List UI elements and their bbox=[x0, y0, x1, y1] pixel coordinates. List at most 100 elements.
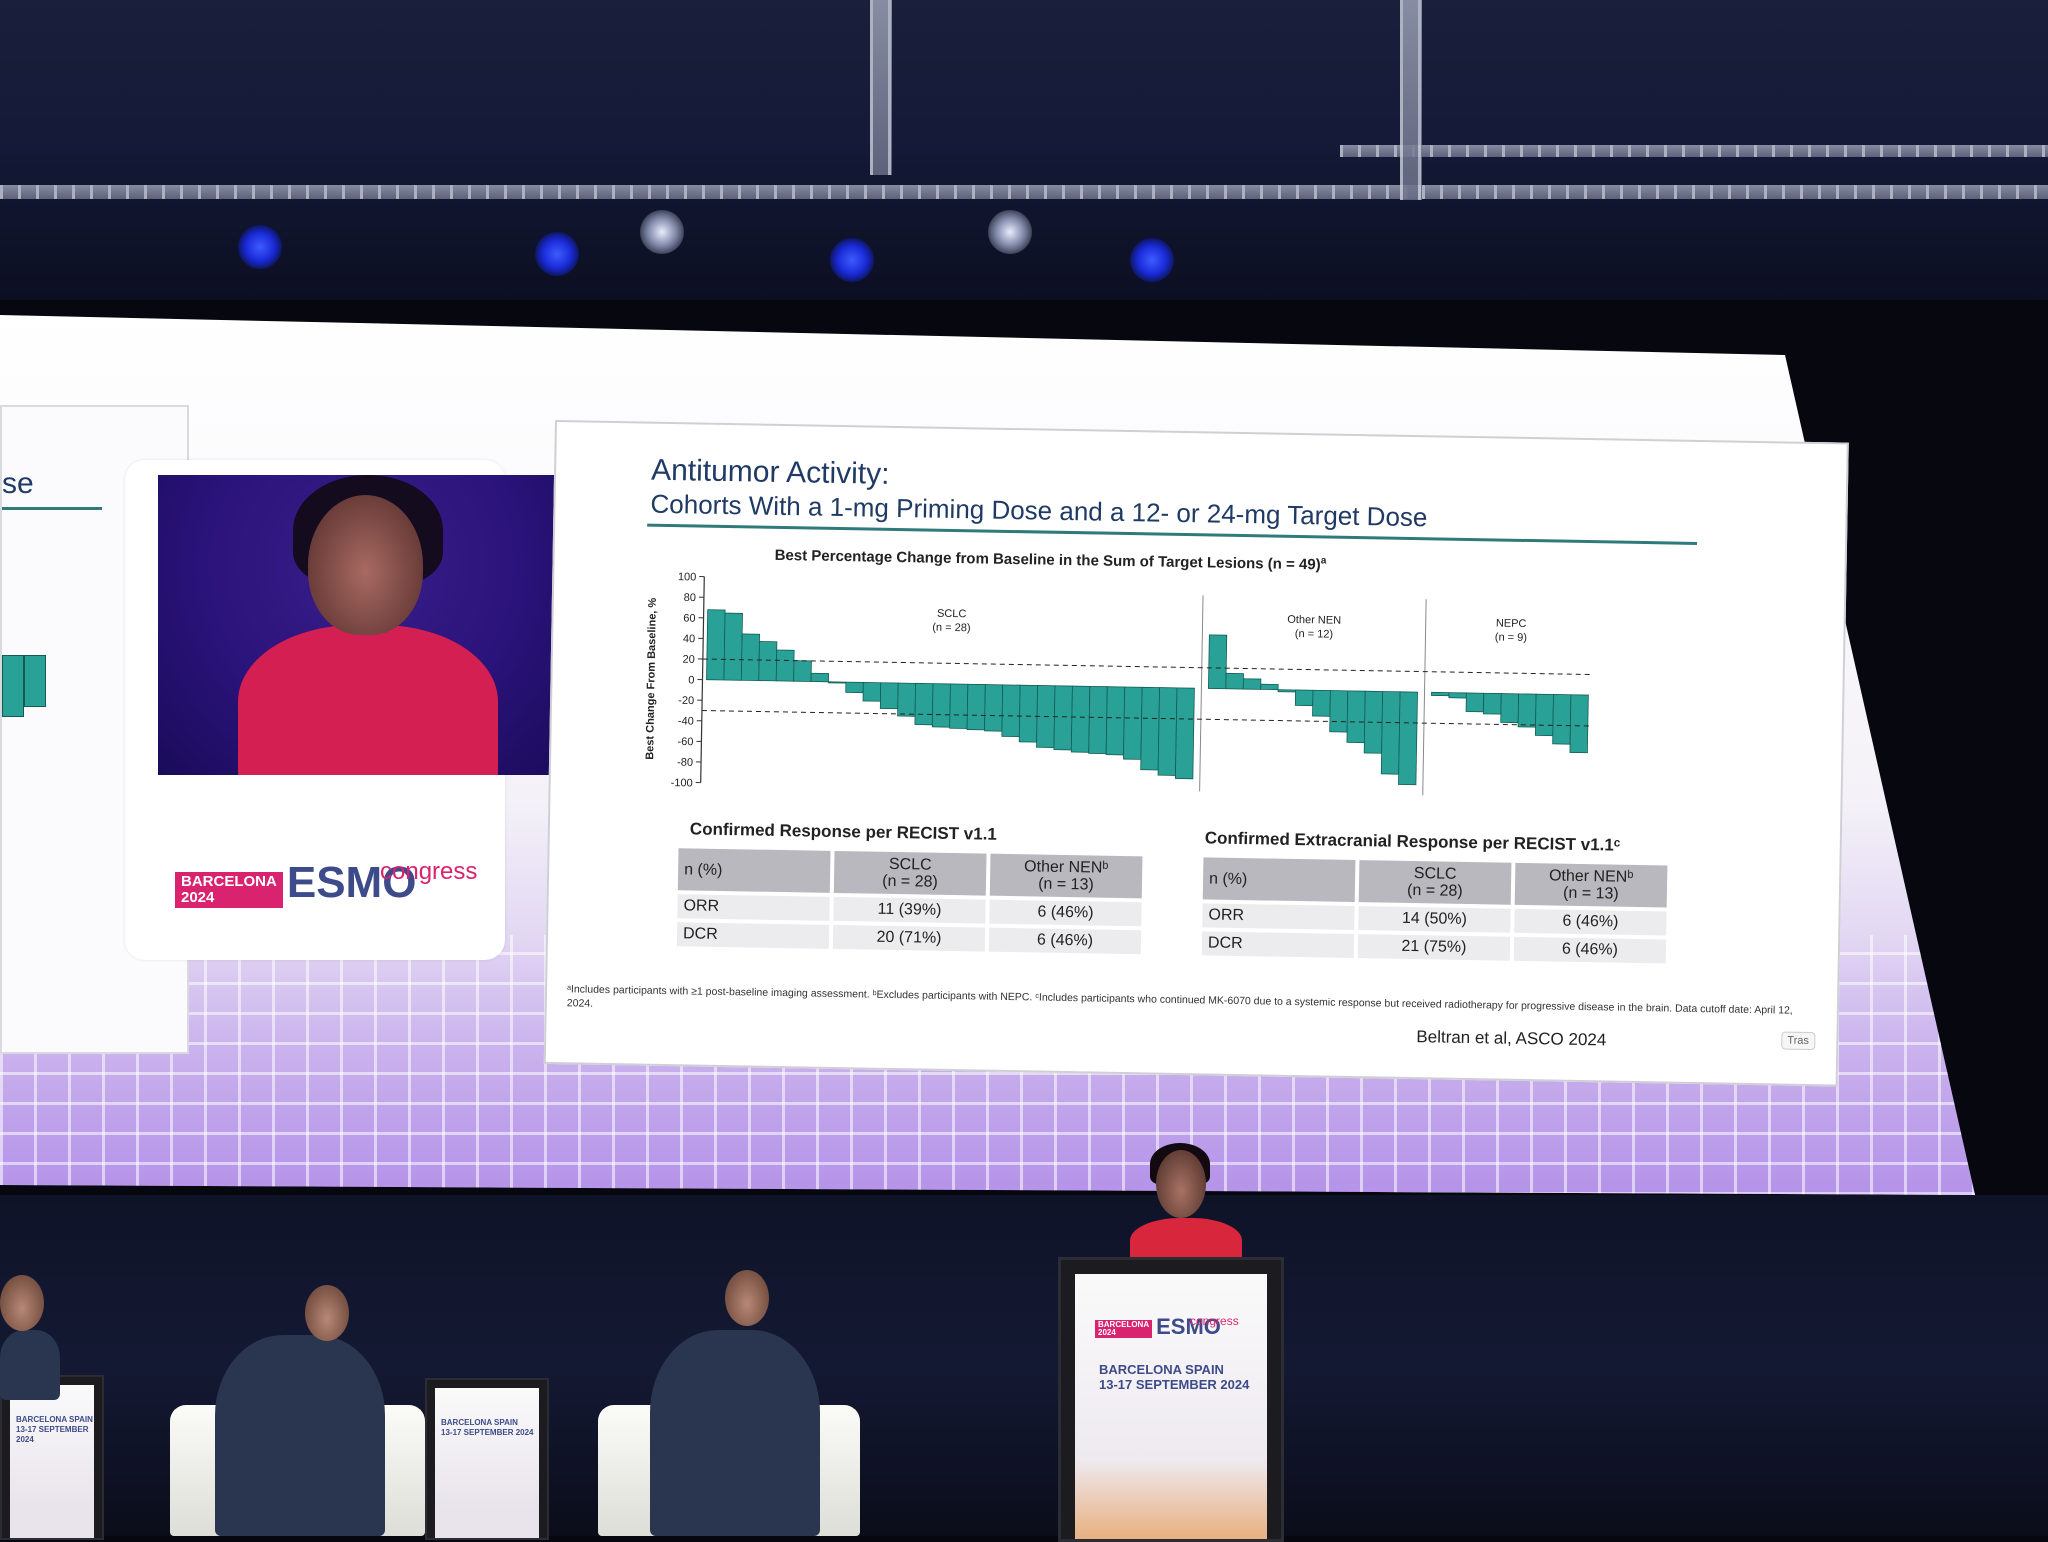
chart-bar bbox=[863, 682, 881, 701]
chart-bar bbox=[759, 641, 777, 680]
chart-bar bbox=[2, 655, 24, 717]
main-slide: Antitumor Activity: Cohorts With a 1-mg … bbox=[544, 420, 1849, 1086]
logo-city-year: BARCELONA 2024 bbox=[175, 872, 283, 908]
stage-light bbox=[988, 210, 1032, 254]
logo-congress: congress bbox=[1190, 1314, 1239, 1328]
chart-bar bbox=[1123, 687, 1142, 759]
y-tick-label: -100 bbox=[671, 777, 693, 789]
y-tick-label: -60 bbox=[677, 736, 693, 748]
table-cell: 6 (46%) bbox=[989, 928, 1141, 955]
chart-bar bbox=[1141, 687, 1160, 770]
y-tick-label: 60 bbox=[683, 612, 695, 624]
chart-bar bbox=[1295, 690, 1313, 706]
table-cell: 6 (46%) bbox=[1514, 909, 1666, 936]
group-n-label: (n = 12) bbox=[1295, 628, 1333, 641]
chart-bar bbox=[1501, 694, 1519, 723]
podium-location-text: BARCELONA SPAIN bbox=[1099, 1362, 1249, 1377]
stage-light bbox=[1130, 238, 1174, 282]
group-label: NEPC bbox=[1496, 617, 1527, 630]
logo-city-year: BARCELONA 2024 bbox=[1095, 1320, 1152, 1338]
chart-bar bbox=[776, 650, 794, 681]
stage-light bbox=[640, 210, 684, 254]
slide-citation: Beltran et al, ASCO 2024 bbox=[1416, 1027, 1606, 1050]
stage-light bbox=[535, 232, 579, 276]
table-header: SCLC (n = 28) bbox=[1359, 860, 1512, 905]
chart-bar bbox=[984, 685, 1002, 732]
y-tick-label: 80 bbox=[684, 592, 696, 604]
chart-bar bbox=[1002, 685, 1020, 737]
table-cell: 11 (39%) bbox=[833, 897, 985, 924]
table-cell: ORR bbox=[1202, 903, 1354, 930]
y-tick-label: -40 bbox=[678, 715, 694, 727]
chart-bar bbox=[794, 661, 812, 682]
reference-line bbox=[703, 659, 1593, 675]
chart-bar bbox=[846, 682, 864, 693]
chart-bar bbox=[741, 634, 759, 681]
y-tick-label: -20 bbox=[678, 695, 694, 707]
table-cell: 14 (50%) bbox=[1358, 906, 1510, 933]
extracranial-response-table: n (%)SCLC (n = 28)Other NENᵇ (n = 13)ORR… bbox=[1198, 853, 1672, 967]
lighting-truss bbox=[0, 185, 2048, 199]
group-n-label: (n = 28) bbox=[932, 622, 970, 635]
table-header: n (%) bbox=[1203, 857, 1356, 902]
stage-light bbox=[238, 225, 282, 269]
table2-title: Confirmed Extracranial Response per RECI… bbox=[1205, 828, 1621, 855]
speaker-figure bbox=[308, 495, 423, 635]
speaker-figure bbox=[238, 625, 498, 775]
chart-bar bbox=[950, 684, 968, 729]
chart-bar bbox=[1518, 694, 1536, 727]
title-rule bbox=[2, 507, 102, 510]
table-cell: 21 (75%) bbox=[1358, 934, 1510, 961]
chart-bar bbox=[1226, 673, 1244, 689]
chart-bar bbox=[724, 613, 743, 680]
chart-bar bbox=[1106, 687, 1125, 755]
chart-bar bbox=[967, 684, 985, 730]
table1-title: Confirmed Response per RECIST v1.1 bbox=[690, 819, 997, 844]
table-cell: DCR bbox=[677, 922, 829, 949]
presenter bbox=[1156, 1150, 1206, 1218]
table-header: SCLC (n = 28) bbox=[834, 851, 987, 896]
slide-title-fragment: se bbox=[2, 467, 34, 501]
chart-bar bbox=[898, 683, 916, 716]
chart-bar bbox=[1243, 679, 1261, 690]
y-axis-label: Best Change From Baseline, % bbox=[644, 597, 659, 759]
tras-button[interactable]: Tras bbox=[1781, 1031, 1815, 1050]
podium-dates: 13-17 SEPTEMBER 2024 bbox=[1099, 1377, 1249, 1392]
podium-location: BARCELONA SPAIN 13-17 SEPTEMBER 2024 bbox=[1099, 1362, 1249, 1392]
ceiling-rig bbox=[0, 0, 2048, 300]
slide-title: Antitumor Activity: bbox=[651, 454, 890, 492]
table-header: Other NENᵇ (n = 13) bbox=[1515, 863, 1668, 908]
y-tick-label: 40 bbox=[683, 633, 695, 645]
table-cell: ORR bbox=[677, 894, 829, 921]
chart-bar bbox=[24, 655, 46, 707]
table-cell: 6 (46%) bbox=[989, 900, 1141, 927]
chart-bar bbox=[1535, 694, 1553, 735]
chart-bar bbox=[1431, 692, 1448, 695]
table-cell: DCR bbox=[1202, 931, 1354, 958]
chart-bar bbox=[1466, 693, 1484, 712]
slide-footnote: ᵃIncludes participants with ≥1 post-base… bbox=[567, 982, 1807, 1032]
chart-title-sup: a bbox=[1321, 555, 1327, 566]
y-tick-label: 0 bbox=[688, 674, 694, 686]
chart-bar bbox=[1208, 635, 1226, 689]
y-tick-label: 20 bbox=[682, 654, 694, 666]
chart-bar bbox=[1089, 686, 1108, 753]
chart-bar bbox=[1449, 693, 1467, 698]
group-n-label: (n = 9) bbox=[1495, 631, 1527, 644]
chart-bar bbox=[1071, 686, 1090, 752]
table-cell: 6 (46%) bbox=[1514, 937, 1666, 964]
chart-bar bbox=[1278, 690, 1295, 692]
chart-bar bbox=[828, 682, 845, 683]
chart-bar bbox=[1019, 685, 1037, 742]
panel-podium: BARCELONA SPAIN 13-17 SEPTEMBER 2024 bbox=[425, 1378, 549, 1540]
chart-bar bbox=[811, 673, 829, 682]
panel-podium-text: BARCELONA SPAIN 13-17 SEPTEMBER 2024 bbox=[16, 1415, 102, 1445]
chart-bar bbox=[1261, 684, 1279, 689]
